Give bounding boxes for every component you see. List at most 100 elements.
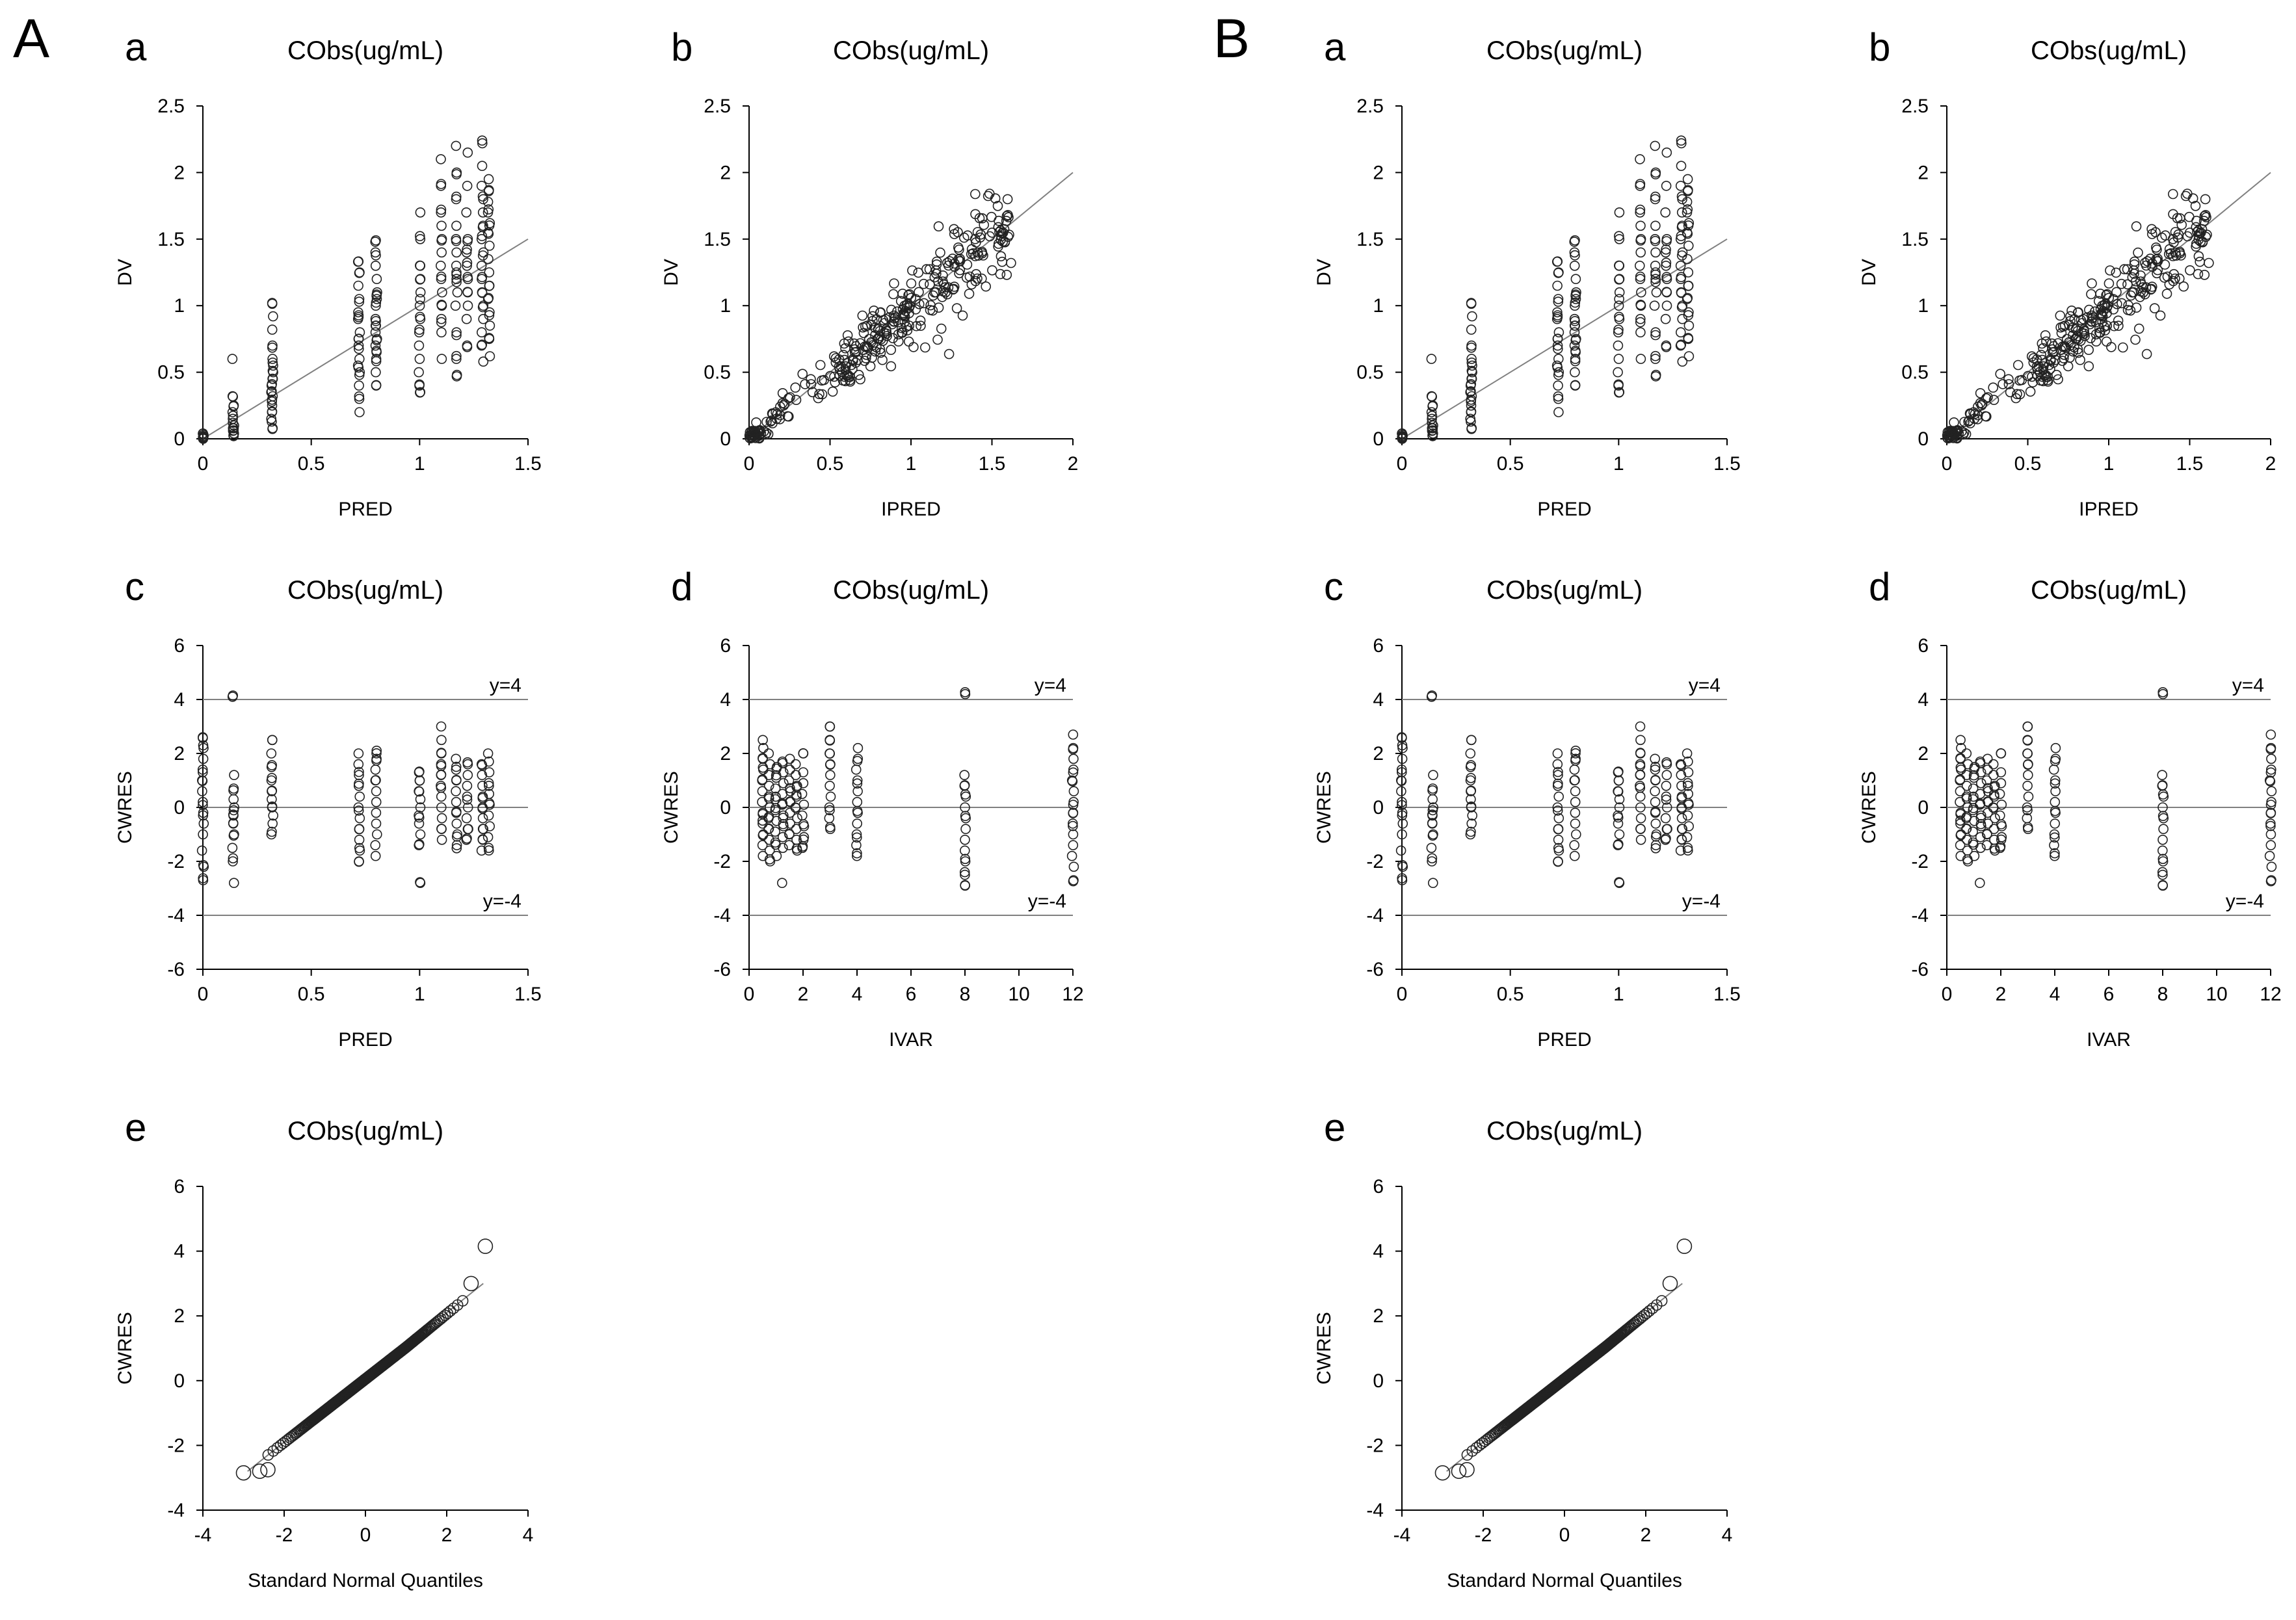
data-point: [414, 786, 425, 797]
data-point: [462, 757, 473, 768]
data-point: [371, 829, 382, 840]
data-point: [1683, 310, 1694, 320]
data-points: [196, 690, 495, 888]
data-point: [2086, 289, 2096, 300]
data-point: [1466, 735, 1477, 746]
data-point: [1649, 300, 1660, 311]
data-point: [2170, 273, 2180, 284]
data-point: [954, 244, 964, 255]
x-tick-label: 1.5: [1713, 453, 1741, 475]
data-point: [370, 764, 381, 775]
data-point: [353, 759, 364, 770]
data-point: [414, 327, 425, 338]
data-point: [267, 406, 278, 417]
data-point: [451, 247, 462, 258]
x-axis-label: IVAR: [889, 1029, 933, 1051]
y-tick-label: 2: [1918, 162, 1929, 183]
data-point: [370, 327, 381, 338]
data-point: [484, 320, 495, 331]
data-point: [1942, 430, 1953, 441]
y-tick-label: -4: [713, 905, 731, 926]
data-point: [1451, 1463, 1467, 1479]
data-point: [1571, 829, 1581, 840]
data-point: [1552, 333, 1563, 344]
chart-b-a: a CObs(ug/mL) 0 0.5 1 1.5 0 0.5 1 1.5 2 2.5 PRED DV: [1313, 25, 1741, 520]
data-point: [2049, 840, 2059, 850]
data-point: [959, 770, 970, 780]
data-point: [1068, 786, 1079, 796]
data-point: [1569, 260, 1580, 271]
data-point: [960, 845, 970, 856]
data-point: [483, 228, 494, 239]
data-points: [1397, 135, 1695, 444]
data-point: [1613, 354, 1624, 364]
data-point: [1553, 380, 1563, 391]
data-point: [815, 359, 826, 371]
data-point: [477, 302, 488, 313]
data-point: [2116, 278, 2127, 289]
data-point: [414, 766, 425, 777]
data-point: [2152, 255, 2163, 267]
data-points: [198, 135, 495, 444]
data-point: [993, 239, 1004, 249]
data-point: [1553, 813, 1564, 824]
data-point: [447, 1302, 460, 1314]
y-tick-label: 2.5: [1356, 96, 1384, 117]
data-point: [266, 748, 277, 759]
data-point: [2073, 347, 2084, 358]
data-point: [1661, 794, 1672, 805]
data-point: [228, 401, 239, 412]
x-tick-label: 2: [1641, 1524, 1652, 1546]
data-point: [1466, 365, 1477, 376]
data-point: [2085, 333, 2096, 344]
data-point: [436, 235, 447, 246]
data-point: [267, 801, 278, 812]
y-tick-label: 2: [1373, 743, 1384, 764]
data-point: [2265, 876, 2276, 887]
y-tick-label: 2: [720, 743, 731, 764]
data-point: [2027, 371, 2037, 382]
data-point: [451, 169, 462, 179]
data-point: [1650, 191, 1661, 202]
data-point: [1068, 876, 1079, 887]
data-point: [415, 233, 426, 244]
data-point: [846, 359, 857, 371]
data-point: [435, 260, 446, 271]
data-point: [852, 850, 862, 861]
y-tick-label: 2: [720, 162, 731, 183]
data-point: [790, 759, 801, 770]
data-point: [478, 356, 489, 367]
data-point: [960, 880, 970, 891]
x-tick-label: 10: [1008, 984, 1029, 1005]
data-point: [1397, 829, 1407, 840]
data-point: [2157, 880, 2168, 891]
x-tick-label: 1.5: [979, 453, 1006, 475]
data-point: [476, 233, 487, 244]
data-point: [1635, 271, 1646, 282]
data-points: [1395, 690, 1694, 888]
data-point: [954, 268, 964, 279]
data-point: [2168, 276, 2179, 287]
data-point: [757, 840, 768, 850]
data-point: [2163, 249, 2174, 259]
data-point: [1636, 287, 1646, 298]
x-tick-label: 0.5: [1497, 453, 1524, 475]
data-point: [791, 791, 802, 802]
data-point: [960, 869, 970, 880]
data-point: [1661, 236, 1672, 246]
data-point: [2118, 342, 2128, 353]
data-point: [451, 753, 462, 764]
data-point: [228, 391, 239, 402]
data-point: [785, 783, 795, 794]
data-point: [2125, 305, 2136, 316]
chart-title: CObs(ug/mL): [287, 576, 443, 605]
data-point: [196, 845, 207, 856]
data-point: [770, 783, 781, 794]
data-point: [1661, 287, 1672, 297]
data-point: [2022, 781, 2033, 791]
data-point: [1570, 755, 1581, 766]
data-point: [1553, 327, 1564, 338]
data-point: [1983, 796, 1993, 807]
data-point: [1635, 317, 1646, 328]
data-point: [866, 319, 877, 330]
